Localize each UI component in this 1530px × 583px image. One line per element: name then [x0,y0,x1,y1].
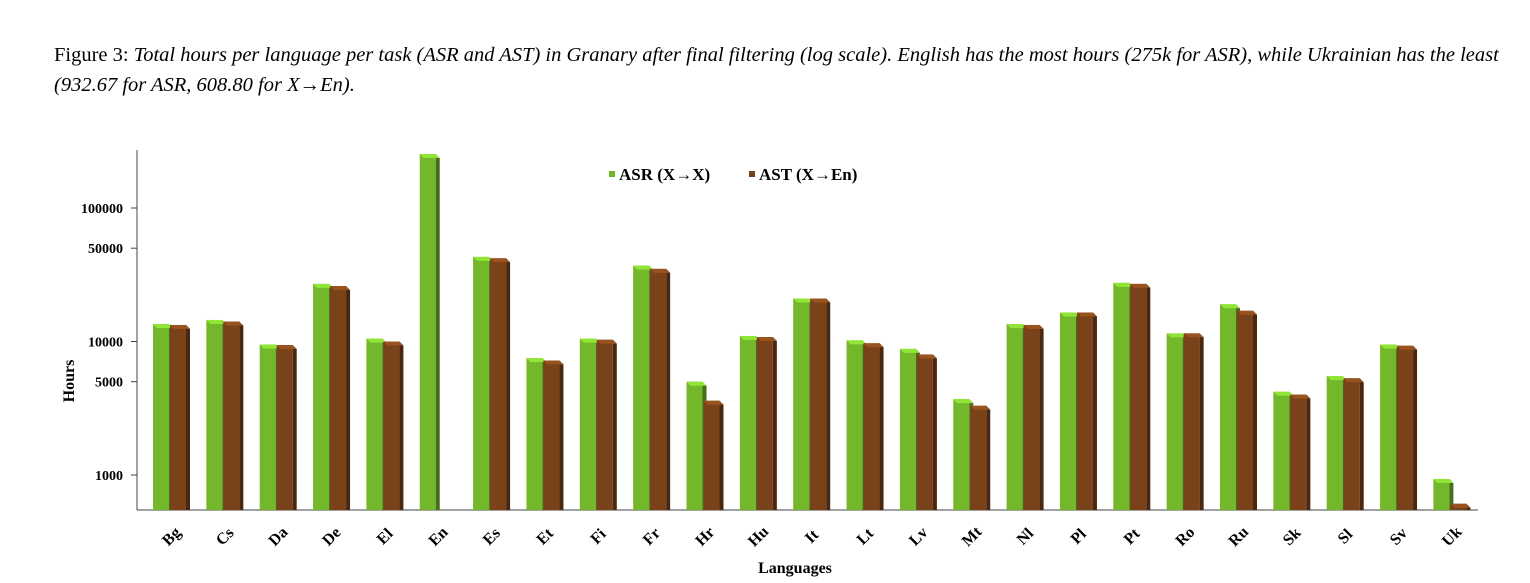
x-tick-label: Nl [1014,525,1038,549]
legend: ASR (X→X) AST (X→En) [609,165,857,184]
x-tick-label: Mt [959,523,986,550]
bar-ast [810,298,831,510]
bar-ast [1237,310,1257,510]
x-tick-label: Hu [745,523,772,550]
x-tick-label: Pt [1121,525,1144,548]
y-tick-label: 10000 [88,336,123,351]
x-tick-label: Uk [1439,524,1466,551]
x-tick-label: Hr [692,524,718,550]
legend-swatch [749,171,755,177]
y-axis: 1000 5000 10000 50000 100000 [81,150,138,510]
x-tick-label: Da [266,524,292,550]
caption-label: Figure 3: [54,44,129,66]
x-tick-label: Fi [588,525,610,547]
y-tick-label: 100000 [81,202,123,217]
x-tick-label: Ru [1226,524,1253,551]
bar-ast [916,354,937,510]
x-tick-label: Ro [1173,524,1199,550]
legend-label: AST (X→En) [759,165,857,184]
caption-text: Total hours per language per task (ASR a… [54,44,1499,96]
bar-ast [1183,333,1204,510]
x-tick-labels: Bg Cs Da De El En Es Et Fi Fr Hr Hu It Lt Lv Mt Nl Pl Pt Ro… [159,523,1465,550]
x-tick-label: Fr [640,525,664,549]
x-tick-label: El [374,525,397,548]
legend-label: ASR (X→X) [619,165,710,184]
bar-ast [756,337,777,510]
bar-ast [1290,394,1311,510]
y-tick-label: 5000 [95,376,123,391]
bar-asr [419,154,440,510]
bar-ast [330,286,351,510]
bar-ast [596,339,617,510]
legend-item: AST (X→En) [749,165,857,184]
bar-ast [1130,283,1151,510]
bar-ast [650,268,671,510]
bar-ast [1397,345,1418,510]
x-tick-label: Sl [1335,526,1357,548]
bar-ast [1450,503,1471,510]
x-tick-label: Pl [1068,525,1090,547]
bar-ast [543,360,564,510]
bar-ast [863,343,884,510]
legend-item: ASR (X→X) [609,165,710,184]
bar-ast [703,400,724,510]
x-tick-label: Lt [854,525,878,549]
x-tick-label: Et [534,525,558,549]
bar-asr [1433,479,1454,510]
bar-ast [170,324,190,510]
bar-ast [383,341,404,510]
bar-ast [223,321,244,510]
figure-caption: Figure 3: Total hours per language per t… [54,40,1504,100]
y-axis-label: Hours [61,360,78,403]
x-tick-label: Sk [1280,524,1305,549]
x-tick-label: It [802,526,823,547]
x-tick-label: Cs [213,525,238,550]
y-tick-label: 1000 [95,469,123,484]
x-axis-label: Languages [758,560,832,577]
bar-ast [1023,324,1044,510]
x-tick-label: Es [480,525,504,549]
legend-swatch [609,171,615,177]
bar-ast [490,258,511,510]
x-tick-label: Lv [906,524,931,549]
bar-ast [1076,312,1097,510]
x-tick-label: Sv [1387,525,1411,549]
x-tick-label: En [426,524,452,550]
y-tick-label: 50000 [88,242,123,257]
x-tick-label: De [319,524,344,549]
x-tick-label: Bg [159,524,184,549]
bar-ast [970,405,991,510]
bar-ast [1343,378,1364,510]
bars-group [153,154,1471,510]
bar-ast [276,345,297,510]
